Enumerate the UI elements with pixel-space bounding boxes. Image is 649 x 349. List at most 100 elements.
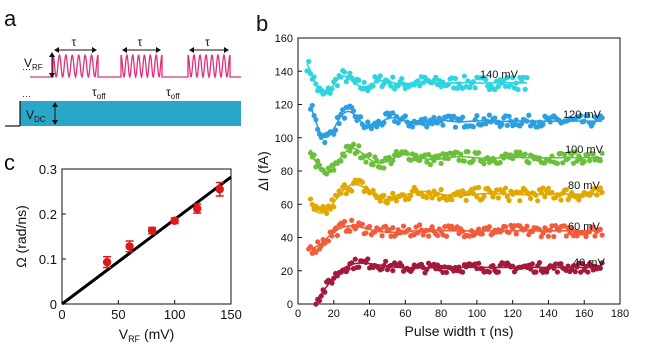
series-0-point-53 [399, 75, 405, 82]
series-4-point-5 [315, 239, 321, 245]
series-3-point-52 [400, 192, 407, 198]
series-3-point-68 [429, 195, 435, 201]
series-2-point-61 [417, 157, 423, 164]
series-0-point-94 [472, 85, 478, 91]
series-4-point-157 [586, 229, 593, 235]
series-4-point-43 [383, 223, 389, 229]
b-xtick-label-3: 60 [399, 308, 411, 320]
series-5-point-5 [322, 289, 328, 295]
b-xtick-label-9: 180 [611, 308, 629, 320]
c-point-1 [125, 240, 134, 253]
series-2-point-48 [393, 148, 399, 155]
series-4-point-47 [390, 225, 396, 231]
series-4-point-20 [341, 218, 348, 225]
series-3-point-87 [463, 197, 469, 203]
series-5-point-82 [459, 269, 466, 275]
c-ylabel: Ω (rad/ns) [13, 205, 29, 268]
toff-label-2: τoff [166, 85, 180, 101]
series-2-point-97 [481, 161, 487, 167]
series-4-point-62 [417, 222, 423, 228]
panel-a-label: a [4, 6, 17, 31]
c-point-3 [170, 216, 179, 225]
series-5-point-102 [495, 269, 501, 275]
series-1-point-151 [578, 112, 584, 119]
series-5-point-160 [599, 260, 605, 266]
b-xlabel: Pulse width τ (ns) [404, 323, 513, 339]
series-1-point-103 [492, 115, 498, 121]
series-5-point-110 [510, 263, 516, 269]
series-4-point-95 [476, 226, 482, 232]
series-2-point-144 [565, 156, 571, 162]
series-4-point-137 [551, 233, 557, 240]
series-1-point-122 [526, 112, 532, 118]
series-0-point-122 [522, 86, 528, 92]
series-4-point-24 [349, 217, 355, 223]
series-3-point-41 [381, 192, 387, 198]
series-3-point-123 [527, 195, 534, 201]
series-2-point-120 [522, 151, 528, 157]
series-4-point-11 [325, 238, 332, 244]
series-1-point-17 [338, 111, 344, 117]
series-5-point-149 [579, 260, 586, 266]
series-4-point-4 [313, 249, 319, 255]
series-2-point-65 [424, 159, 430, 165]
series-0-point-48 [390, 74, 396, 80]
panel-a: a ··· VDC ··· VRF τ τ τ τoff τoff [4, 6, 241, 127]
series-2-point-84 [458, 151, 464, 157]
series-2-point-99 [485, 155, 491, 161]
series-0-point-24 [347, 70, 353, 76]
series-2-point-2 [311, 152, 317, 158]
series-2-point-122 [526, 160, 532, 166]
toff-label-1: τoff [92, 85, 106, 101]
series-3-point-126 [533, 192, 539, 198]
series-0-point-51 [395, 83, 401, 89]
series-1-point-91 [470, 124, 476, 130]
b-ytick-label-6: 120 [275, 100, 293, 112]
series-1-point-37 [374, 124, 380, 130]
rf-dots: ··· [22, 64, 31, 74]
series-1-point-121 [524, 118, 530, 124]
b-xtick-label-2: 40 [363, 308, 375, 320]
series-4-point-164 [599, 232, 605, 238]
series-1-point-107 [499, 121, 505, 128]
series-0-point-41 [377, 73, 383, 79]
series-5-point-73 [443, 269, 450, 276]
series-1: 120 mV [307, 102, 605, 146]
series-4-point-23 [347, 228, 353, 234]
series-2-point-77 [445, 155, 451, 162]
series-4-point-15 [332, 225, 339, 231]
series-3-point-84 [458, 193, 464, 199]
series-3-point-91 [470, 190, 476, 197]
series-3-point-29 [359, 179, 365, 185]
series-3-point-13 [331, 204, 337, 210]
c-xtick-label-1: 50 [111, 307, 125, 322]
c-point-0 [102, 256, 112, 269]
series-1-point-92 [472, 117, 478, 123]
series-5-point-2 [316, 298, 323, 304]
c-point-5 [215, 181, 224, 197]
series-3-point-131 [542, 194, 548, 200]
series-0-point-22 [343, 79, 349, 85]
series-1-point-1 [309, 102, 315, 109]
series-5-point-137 [558, 261, 564, 267]
series-4-point-69 [429, 224, 435, 230]
series-4-point-134 [545, 233, 552, 239]
series-1-point-93 [474, 113, 480, 119]
series-0-point-91 [467, 84, 473, 91]
series-3-point-94 [476, 184, 482, 191]
series-4-point-146 [567, 229, 573, 236]
series-3-point-0 [307, 196, 314, 202]
b-xtick-label-8: 160 [575, 308, 593, 320]
series-1-point-14 [332, 127, 339, 133]
series-4-point-110 [502, 224, 509, 230]
series-2-point-163 [599, 150, 605, 156]
series-5-point-123 [533, 269, 539, 275]
series-0-point-83 [452, 75, 459, 82]
series-3-point-102 [490, 194, 496, 200]
b-xtick-label-1: 20 [328, 308, 340, 320]
b-ylabel: ΔI (fA) [255, 151, 271, 191]
series-4-point-163 [597, 226, 603, 232]
series-5-point-38 [381, 263, 387, 269]
series-0-point-16 [332, 76, 339, 82]
vrf-label: VRF [24, 56, 43, 72]
